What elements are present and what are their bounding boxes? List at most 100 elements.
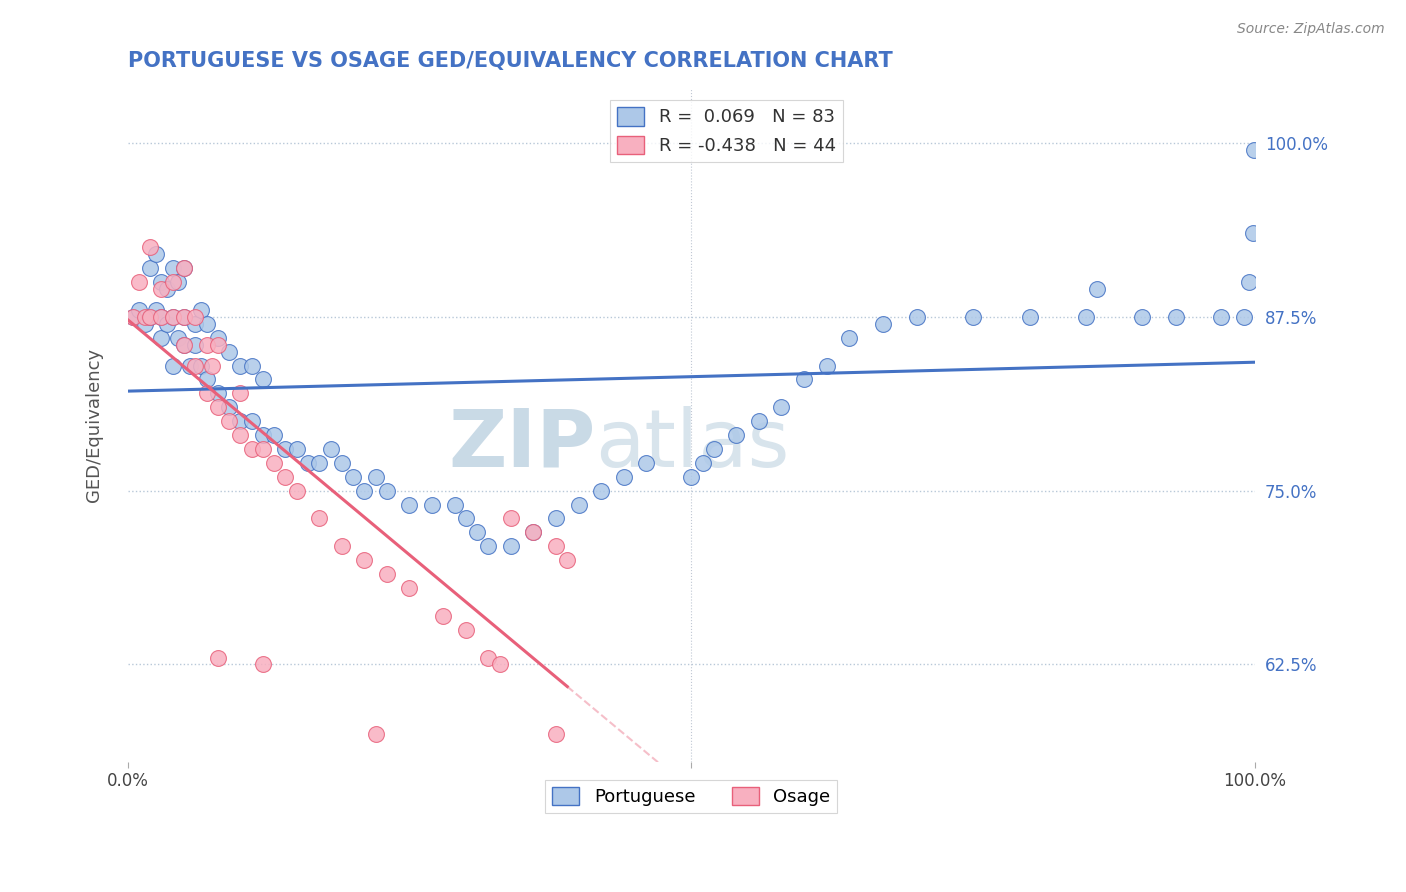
Point — [962, 310, 984, 324]
Point — [190, 302, 212, 317]
Point — [285, 483, 308, 498]
Point — [420, 498, 443, 512]
Point — [167, 275, 190, 289]
Point — [179, 359, 201, 373]
Point — [443, 498, 465, 512]
Point — [207, 401, 229, 415]
Point — [1074, 310, 1097, 324]
Point — [162, 261, 184, 276]
Point — [134, 310, 156, 324]
Point — [150, 310, 173, 324]
Text: atlas: atlas — [596, 406, 790, 483]
Point — [139, 240, 162, 254]
Point — [364, 470, 387, 484]
Point — [252, 428, 274, 442]
Point — [544, 511, 567, 525]
Point — [207, 650, 229, 665]
Point — [544, 727, 567, 741]
Point — [454, 511, 477, 525]
Point — [195, 337, 218, 351]
Point — [398, 498, 420, 512]
Point — [162, 275, 184, 289]
Point — [218, 414, 240, 428]
Point — [555, 553, 578, 567]
Point — [330, 539, 353, 553]
Point — [636, 456, 658, 470]
Point — [240, 442, 263, 456]
Point — [156, 282, 179, 296]
Point — [162, 359, 184, 373]
Point — [692, 456, 714, 470]
Point — [488, 657, 510, 672]
Point — [703, 442, 725, 456]
Point — [398, 581, 420, 595]
Point — [207, 337, 229, 351]
Point — [1085, 282, 1108, 296]
Point — [353, 483, 375, 498]
Point — [139, 310, 162, 324]
Point — [173, 310, 195, 324]
Point — [1211, 310, 1233, 324]
Point — [150, 282, 173, 296]
Point — [544, 539, 567, 553]
Point — [274, 442, 297, 456]
Point — [184, 337, 207, 351]
Text: ZIP: ZIP — [449, 406, 596, 483]
Point — [454, 623, 477, 637]
Point — [872, 317, 894, 331]
Text: PORTUGUESE VS OSAGE GED/EQUIVALENCY CORRELATION CHART: PORTUGUESE VS OSAGE GED/EQUIVALENCY CORR… — [128, 51, 893, 70]
Point — [229, 359, 252, 373]
Point — [330, 456, 353, 470]
Point — [1243, 143, 1265, 157]
Point — [1239, 275, 1261, 289]
Point — [364, 727, 387, 741]
Point — [128, 275, 150, 289]
Point — [308, 511, 330, 525]
Y-axis label: GED/Equivalency: GED/Equivalency — [86, 348, 103, 501]
Point — [207, 386, 229, 401]
Point — [150, 310, 173, 324]
Point — [770, 401, 793, 415]
Point — [522, 525, 544, 540]
Point — [229, 386, 252, 401]
Point — [308, 456, 330, 470]
Point — [150, 275, 173, 289]
Point — [1241, 227, 1264, 241]
Point — [252, 372, 274, 386]
Point — [122, 310, 145, 324]
Point — [681, 470, 703, 484]
Point — [725, 428, 748, 442]
Point — [173, 337, 195, 351]
Point — [229, 414, 252, 428]
Point — [156, 317, 179, 331]
Legend: Portuguese, Osage: Portuguese, Osage — [546, 780, 838, 814]
Point — [252, 657, 274, 672]
Point — [499, 511, 522, 525]
Point — [591, 483, 613, 498]
Point — [905, 310, 928, 324]
Point — [748, 414, 770, 428]
Point — [1164, 310, 1187, 324]
Point — [190, 359, 212, 373]
Point — [353, 553, 375, 567]
Point — [145, 247, 167, 261]
Point — [274, 470, 297, 484]
Point — [815, 359, 838, 373]
Point — [477, 539, 499, 553]
Point — [263, 428, 285, 442]
Point — [173, 337, 195, 351]
Point — [145, 302, 167, 317]
Point — [1233, 310, 1256, 324]
Point — [162, 310, 184, 324]
Point — [184, 310, 207, 324]
Point — [218, 401, 240, 415]
Point — [499, 539, 522, 553]
Point — [195, 317, 218, 331]
Point — [465, 525, 488, 540]
Point — [522, 525, 544, 540]
Point — [432, 608, 454, 623]
Point — [173, 261, 195, 276]
Point — [128, 302, 150, 317]
Point — [139, 310, 162, 324]
Point — [139, 261, 162, 276]
